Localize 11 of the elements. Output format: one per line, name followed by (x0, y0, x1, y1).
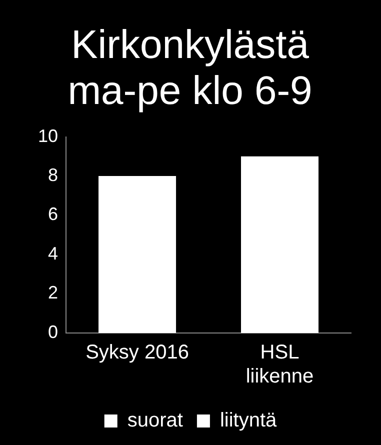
y-tick-label: 8 (48, 165, 58, 186)
chart-title: Kirkonkylästä ma-pe klo 6-9 (66, 22, 314, 114)
legend-label: liityntä (220, 410, 278, 432)
y-tick-label: 4 (48, 243, 58, 264)
y-tick-label: 6 (48, 204, 58, 224)
y-tick-label: 0 (48, 322, 58, 342)
x-tick-label: HSL liikenne (246, 342, 314, 388)
x-tick-label: Syksy 2016 (86, 342, 189, 364)
legend-label: suorat (127, 410, 184, 432)
y-tick-label: 10 (38, 126, 58, 146)
y-tick-label: 2 (48, 282, 58, 303)
